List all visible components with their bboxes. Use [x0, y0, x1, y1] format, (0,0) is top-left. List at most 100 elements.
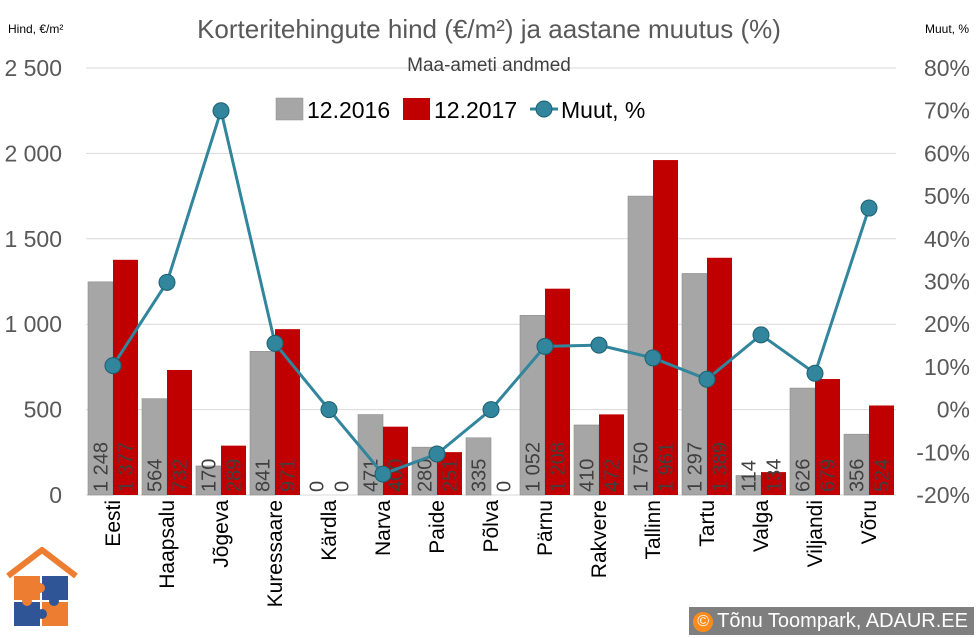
bar-2016-label: 410: [577, 459, 599, 492]
bar-2017-label: 289: [224, 459, 246, 492]
bar-2016-label: 626: [793, 459, 815, 492]
right-tick-label: 10%: [924, 354, 970, 380]
change-point: [320, 401, 338, 419]
category-label: Jõgeva: [210, 500, 233, 568]
bar-2017-label: 0: [494, 481, 516, 492]
bar-2017: [761, 472, 786, 495]
change-point: [104, 357, 122, 375]
right-tick-label: 30%: [924, 269, 970, 295]
right-tick-label: 50%: [924, 183, 970, 209]
left-axis-label: Hind, €/m²: [8, 22, 63, 36]
right-tick-label: -10%: [916, 439, 970, 465]
change-point: [860, 199, 878, 217]
bar-2017-label: 1 208: [548, 442, 570, 492]
right-tick-label: 20%: [924, 311, 970, 337]
legend: 12.2016 12.2017 Muut, %: [275, 97, 645, 123]
left-tick-label: 1 000: [4, 311, 62, 337]
bar-2017-label: 1 389: [710, 442, 732, 492]
left-tick-label: 0: [49, 482, 62, 508]
legend-label-change: Muut, %: [561, 97, 645, 123]
bar-2016-label: 0: [307, 481, 329, 492]
right-tick-label: 40%: [924, 226, 970, 252]
change-line: [111, 109, 871, 476]
bar-labels: 1 248 1 377 564 732 170 289 841 971 0 0 471 400 280 2…: [91, 442, 894, 492]
change-point: [428, 445, 446, 463]
copyright-badge: © Tõnu Toompark, ADAUR.EE: [689, 607, 974, 635]
change-point: [482, 401, 500, 419]
legend-label-2016: 12.2016: [307, 97, 390, 123]
change-point: [536, 337, 554, 355]
right-tick-label: 80%: [924, 55, 970, 81]
house-puzzle-logo: [6, 547, 78, 626]
bar-2017-label: 1 961: [656, 442, 678, 492]
puzzle-piece-blue: [42, 576, 68, 600]
bar-2016-label: 1 297: [685, 442, 707, 492]
bar-2017: [653, 160, 678, 495]
bar-2017: [545, 288, 570, 495]
bar-2016: [249, 351, 276, 496]
left-tick-label: 2 500: [4, 55, 62, 81]
bar-2017: [383, 426, 408, 495]
category-label: Rakvere: [588, 500, 611, 578]
category-label: Tallinn: [642, 500, 665, 560]
right-tick-label: 0%: [937, 397, 970, 423]
category-labels: Eesti Haapsalu Jõgeva Kuressaare Kärdla Narva…: [102, 500, 881, 608]
right-tick-label: -20%: [916, 482, 970, 508]
bar-2016-label: 114: [739, 460, 761, 492]
change-point: [752, 326, 770, 344]
bar-2017: [815, 379, 840, 495]
change-point: [158, 273, 176, 291]
copyright-text: Tõnu Toompark, ADAUR.EE: [717, 610, 968, 632]
category-label: Eesti: [102, 500, 125, 547]
legend-marker-change: [535, 100, 553, 118]
bar-2016-label: 170: [199, 459, 221, 492]
category-label: Võru: [858, 500, 881, 544]
bar-2017-label: 679: [818, 459, 840, 492]
change-point: [590, 336, 608, 354]
left-axis-ticks: 0 500 1 000 1 500 2 000 2 500: [4, 55, 62, 508]
bar-2017-label: 472: [602, 459, 624, 492]
bar-2017-label: 251: [440, 459, 462, 492]
legend-swatch-2016: [275, 97, 304, 121]
category-label: Pärnu: [534, 500, 557, 556]
right-axis-label: Muut, %: [925, 22, 969, 36]
bar-2017-label: 1 377: [116, 442, 138, 492]
category-label: Viljandi: [804, 500, 827, 567]
change-point: [374, 465, 392, 483]
bar-2016-label: 1 750: [631, 442, 653, 492]
left-tick-label: 1 500: [4, 226, 62, 252]
bar-2016-label: 841: [253, 459, 275, 492]
left-tick-label: 500: [24, 397, 62, 423]
bar-2016: [465, 437, 492, 496]
change-point: [644, 349, 662, 367]
bar-2016-label: 280: [415, 459, 437, 492]
chart-title: Korteritehingute hind (€/m²) ja aastane …: [197, 14, 781, 44]
bar-2016: [141, 398, 168, 496]
bar-2017-label: 732: [170, 459, 192, 492]
bar-2016-label: 564: [145, 459, 167, 492]
category-label: Haapsalu: [156, 500, 179, 589]
category-label: Narva: [372, 500, 395, 556]
bars: [87, 160, 894, 496]
chart-subtitle: Maa-ameti andmed: [407, 55, 571, 76]
bar-2016-label: 335: [469, 459, 491, 492]
category-label: Kuressaare: [264, 500, 287, 607]
category-label: Valga: [750, 500, 773, 552]
change-point: [806, 364, 824, 382]
bar-2016: [843, 433, 870, 496]
bar-2017-label: 524: [872, 459, 894, 492]
legend-label-2017: 12.2017: [434, 97, 517, 123]
bar-2017-label: 0: [332, 481, 354, 492]
bar-2016: [195, 465, 222, 496]
bar-2017: [221, 445, 246, 495]
bar-2016-label: 1 052: [523, 442, 545, 492]
category-label: Paide: [426, 500, 449, 554]
right-axis-ticks: -20% -10% 0% 10% 20% 30% 40% 50% 60% 70% 80%: [916, 55, 970, 508]
category-label: Põlva: [480, 500, 503, 553]
change-point: [698, 370, 716, 388]
bar-2016-label: 356: [847, 459, 869, 492]
bar-2017: [167, 369, 192, 495]
line-series: [104, 102, 878, 483]
category-label: Tartu: [696, 500, 719, 547]
change-point: [212, 102, 230, 120]
